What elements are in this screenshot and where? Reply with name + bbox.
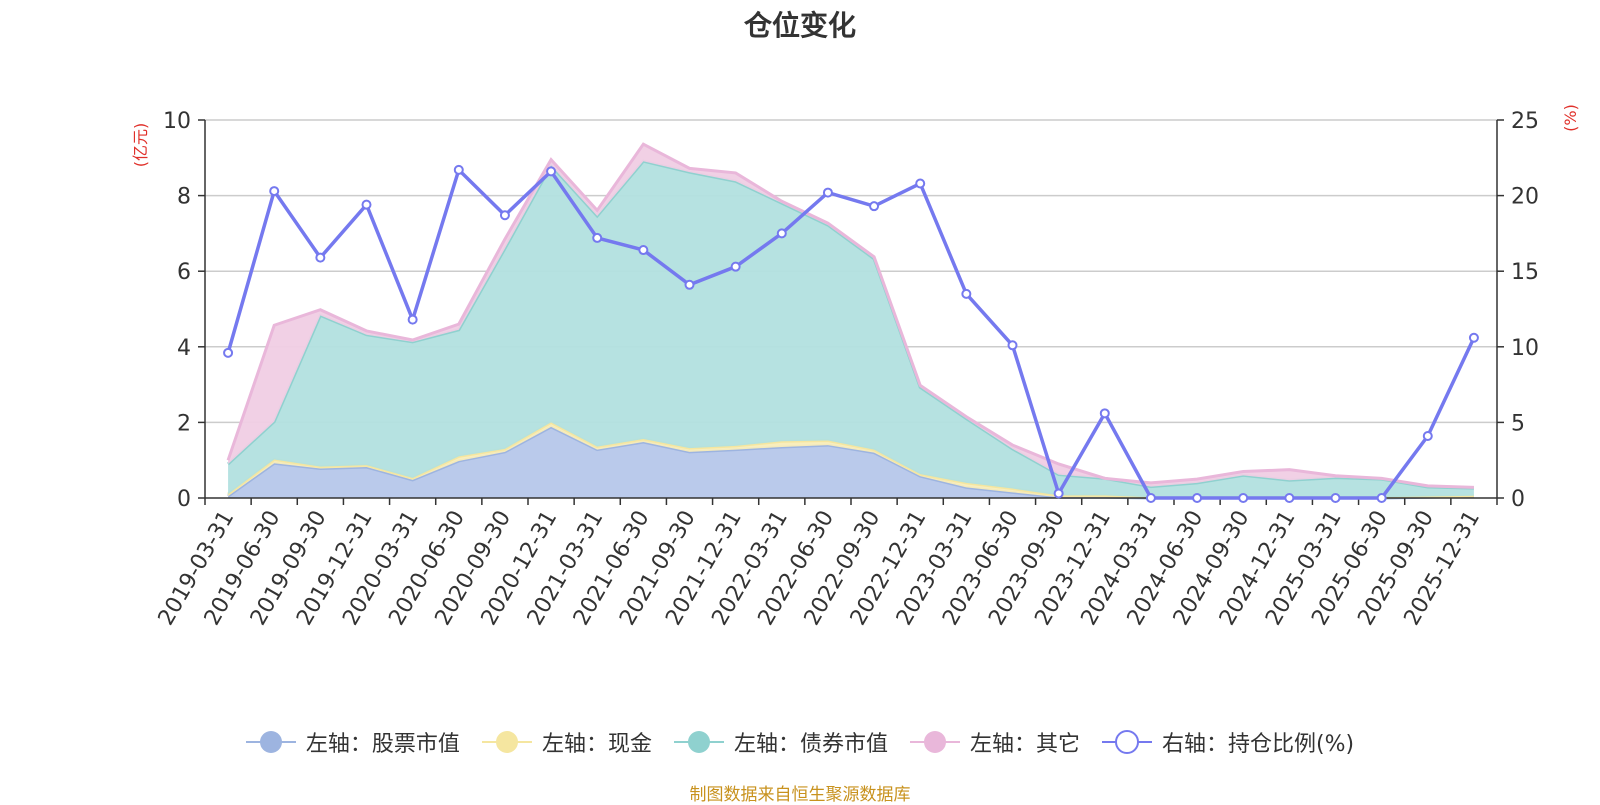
line-point xyxy=(315,252,326,263)
left-axis-tick-label: 2 xyxy=(177,411,191,436)
right-axis-tick-label: 20 xyxy=(1511,185,1539,210)
line-point xyxy=(1192,493,1203,503)
legend-label: 左轴：股票市值 xyxy=(305,732,460,757)
legend-swatch-icon xyxy=(481,731,532,753)
line-point xyxy=(546,166,557,177)
line-point xyxy=(776,228,787,239)
left-axis-tick-label: 0 xyxy=(177,487,191,512)
line-point xyxy=(1053,488,1064,499)
right-axis-tick-label: 5 xyxy=(1511,411,1525,436)
left-axis-tick-label: 6 xyxy=(177,260,191,285)
area-series-2 xyxy=(228,161,1474,498)
line-point xyxy=(684,279,695,290)
line-point xyxy=(269,186,280,197)
line-point xyxy=(1099,408,1110,419)
line-series xyxy=(226,166,1476,500)
legend-item[interactable]: 左轴：其它 xyxy=(909,726,1080,758)
line-point xyxy=(638,245,649,256)
legend-swatch-icon xyxy=(245,731,296,753)
left-axis-tick-label: 10 xyxy=(163,109,191,134)
line-point xyxy=(730,261,741,272)
legend-item[interactable]: 左轴：债券市值 xyxy=(673,726,888,758)
legend-item[interactable]: 左轴：股票市值 xyxy=(245,726,460,758)
left-axis-label: (亿元) xyxy=(131,123,150,168)
line-point xyxy=(407,314,418,325)
data-source-note: 制图数据来自恒生聚源数据库 xyxy=(689,785,911,805)
legend-item[interactable]: 右轴：持仓比例(%) xyxy=(1101,726,1355,758)
line-point xyxy=(361,199,372,210)
right-axis-tick-label: 25 xyxy=(1511,109,1539,134)
line-point xyxy=(822,187,833,198)
right-axis-tick-label: 10 xyxy=(1511,336,1539,361)
right-axis-tick-label: 15 xyxy=(1511,260,1539,285)
line-point xyxy=(1145,493,1156,503)
chart-title: 仓位变化 xyxy=(743,9,856,42)
line-point xyxy=(1238,493,1249,503)
line-point xyxy=(961,288,972,299)
legend-label: 右轴：持仓比例(%) xyxy=(1161,732,1355,757)
right-axis-tick-label: 0 xyxy=(1511,487,1525,512)
line-point xyxy=(869,201,880,212)
line-point xyxy=(1284,493,1295,503)
line-point xyxy=(223,347,234,358)
left-axis-tick-label: 4 xyxy=(177,336,191,361)
area-series-3-edge xyxy=(226,142,1474,489)
line-point xyxy=(453,164,464,175)
left-axis-tick-label: 8 xyxy=(177,185,191,210)
legend-swatch-icon xyxy=(909,731,960,753)
line-point xyxy=(1376,493,1387,503)
line-point xyxy=(1468,332,1479,343)
area-series-0 xyxy=(228,426,1474,498)
line-point xyxy=(1007,340,1018,351)
line-point xyxy=(1330,493,1341,503)
legend-item[interactable]: 左轴：现金 xyxy=(481,726,652,758)
line-point xyxy=(1422,431,1433,442)
legend-label: 左轴：现金 xyxy=(541,732,652,757)
right-axis-label: (%) xyxy=(1561,104,1580,132)
line-point xyxy=(499,210,510,221)
legend-label: 左轴：债券市值 xyxy=(733,732,888,757)
legend-swatch-icon xyxy=(1101,730,1152,754)
legend: 左轴：股票市值 左轴：现金 左轴：债券市值 左轴：其它 右轴：持仓比例(%) xyxy=(0,722,1600,762)
legend-label: 左轴：其它 xyxy=(969,732,1080,757)
line-point xyxy=(592,232,603,243)
line-point xyxy=(915,178,926,189)
legend-swatch-icon xyxy=(673,731,724,753)
